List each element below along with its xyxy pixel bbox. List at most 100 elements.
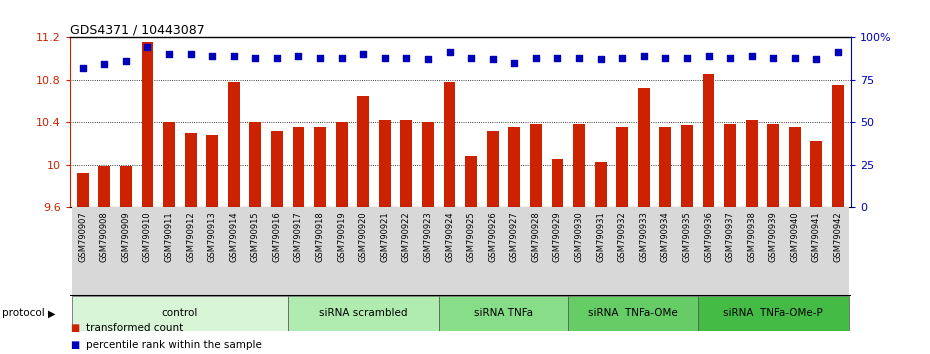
Text: protocol: protocol xyxy=(2,308,45,318)
Bar xyxy=(94,207,115,296)
Text: GSM790917: GSM790917 xyxy=(294,211,303,262)
Bar xyxy=(266,207,287,296)
Bar xyxy=(594,162,606,207)
Point xyxy=(528,55,543,61)
Bar xyxy=(573,124,585,207)
Text: GSM790931: GSM790931 xyxy=(596,211,605,262)
Bar xyxy=(158,207,179,296)
Point xyxy=(378,55,392,61)
Bar xyxy=(482,207,503,296)
Bar xyxy=(460,207,482,296)
Point xyxy=(658,55,672,61)
Bar xyxy=(401,120,412,207)
Text: GSM790940: GSM790940 xyxy=(790,211,800,262)
Bar xyxy=(223,207,245,296)
Bar xyxy=(374,207,395,296)
Point xyxy=(291,53,306,59)
Text: GSM790942: GSM790942 xyxy=(833,211,843,262)
Bar xyxy=(99,166,111,207)
Point xyxy=(572,55,587,61)
Point xyxy=(701,53,716,59)
Bar xyxy=(137,207,158,296)
Bar xyxy=(719,207,741,296)
Text: GSM790930: GSM790930 xyxy=(575,211,583,262)
Text: siRNA  TNFa-OMe: siRNA TNFa-OMe xyxy=(588,308,678,318)
Bar xyxy=(439,207,460,296)
Bar xyxy=(141,42,153,207)
Text: siRNA TNFa: siRNA TNFa xyxy=(474,308,533,318)
Text: GSM790927: GSM790927 xyxy=(510,211,519,262)
Text: GSM790920: GSM790920 xyxy=(359,211,367,262)
Bar xyxy=(832,85,844,207)
Bar xyxy=(676,207,698,296)
Text: ▶: ▶ xyxy=(48,308,56,318)
Bar xyxy=(525,207,547,296)
Bar xyxy=(293,127,304,207)
Text: GSM790935: GSM790935 xyxy=(683,211,691,262)
Bar xyxy=(228,82,240,207)
Text: transformed count: transformed count xyxy=(86,323,184,333)
Bar xyxy=(547,207,568,296)
Point xyxy=(334,55,349,61)
Point xyxy=(118,58,133,64)
Point xyxy=(226,53,241,59)
Bar xyxy=(163,122,175,207)
Text: GSM790937: GSM790937 xyxy=(725,211,735,262)
Text: GSM790907: GSM790907 xyxy=(78,211,87,262)
Text: GSM790909: GSM790909 xyxy=(121,211,130,262)
Point xyxy=(507,60,522,65)
Bar xyxy=(379,120,391,207)
Point xyxy=(615,55,630,61)
Bar xyxy=(336,122,348,207)
Bar xyxy=(503,207,525,296)
Text: GSM790934: GSM790934 xyxy=(661,211,670,262)
Text: GSM790918: GSM790918 xyxy=(315,211,325,262)
Point xyxy=(205,53,219,59)
Bar xyxy=(617,127,628,207)
Text: GSM790910: GSM790910 xyxy=(143,211,152,262)
Bar xyxy=(763,207,784,296)
Point xyxy=(550,55,565,61)
Point xyxy=(593,56,608,62)
Text: siRNA  TNFa-OMe-P: siRNA TNFa-OMe-P xyxy=(724,308,823,318)
Text: GSM790913: GSM790913 xyxy=(207,211,217,262)
Bar xyxy=(418,207,439,296)
Bar xyxy=(638,88,650,207)
Bar xyxy=(633,207,655,296)
Bar xyxy=(805,207,827,296)
Bar xyxy=(659,127,671,207)
Point xyxy=(140,45,155,50)
Text: GSM790933: GSM790933 xyxy=(639,211,648,262)
Bar xyxy=(245,207,266,296)
Bar xyxy=(530,124,542,207)
Bar xyxy=(590,207,611,296)
Bar xyxy=(120,166,132,207)
Point xyxy=(442,50,457,55)
Point xyxy=(723,55,737,61)
Point xyxy=(248,55,263,61)
Text: percentile rank within the sample: percentile rank within the sample xyxy=(86,341,262,350)
Bar xyxy=(271,131,283,207)
Point xyxy=(744,53,759,59)
Bar xyxy=(789,127,801,207)
Text: siRNA scrambled: siRNA scrambled xyxy=(319,308,407,318)
Bar xyxy=(698,207,719,296)
Bar xyxy=(698,296,849,331)
Bar xyxy=(395,207,418,296)
Text: control: control xyxy=(162,308,198,318)
Point xyxy=(680,55,695,61)
Bar xyxy=(509,127,520,207)
Point xyxy=(183,51,198,57)
Bar xyxy=(827,207,849,296)
Point xyxy=(162,51,177,57)
Point xyxy=(356,51,371,57)
Point xyxy=(765,55,780,61)
Bar xyxy=(314,127,326,207)
Bar xyxy=(206,135,219,207)
Point xyxy=(75,65,90,70)
Text: GSM790923: GSM790923 xyxy=(423,211,432,262)
Bar xyxy=(357,96,369,207)
Bar xyxy=(611,207,633,296)
Bar xyxy=(72,207,94,296)
Bar xyxy=(439,296,568,331)
